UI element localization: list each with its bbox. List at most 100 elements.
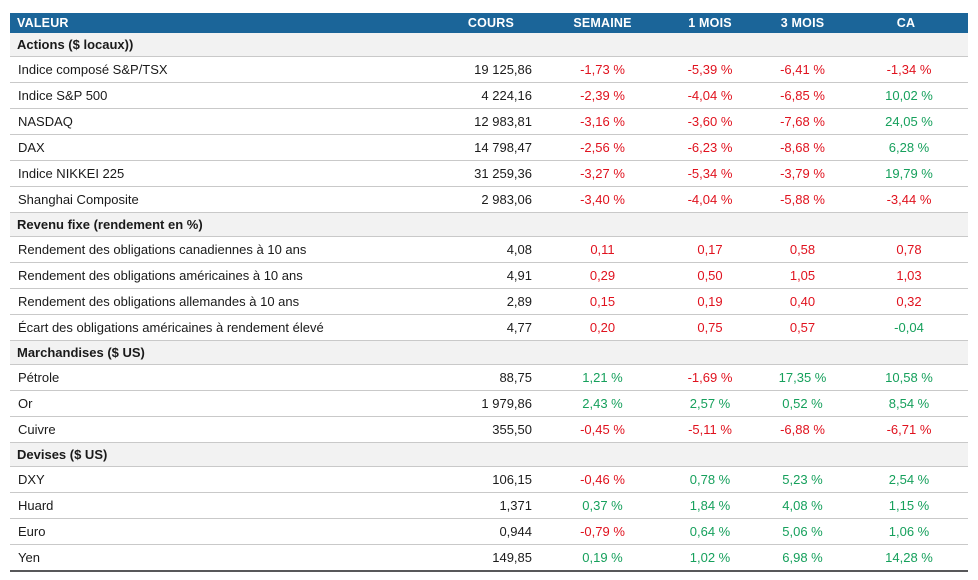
change-value-ca: 24,05 % (850, 108, 968, 135)
section-title: Actions ($ locaux)) (10, 33, 968, 57)
cours-value: 14 798,47 (445, 134, 540, 161)
table-row: Indice S&P 500 4 224,16 -2,39 % -4,04 % -6,8… (10, 82, 968, 109)
table-row: Écart des obligations américaines à rend… (10, 314, 968, 341)
instrument-label: Cuivre (10, 416, 445, 443)
change-value-semaine: -2,39 % (540, 82, 665, 109)
change-value-ca: -3,44 % (850, 186, 968, 213)
change-value-semaine: -0,46 % (540, 466, 665, 493)
table-row: Indice NIKKEI 225 31 259,36 -3,27 % -5,34 %… (10, 160, 968, 187)
change-value-semaine: 0,15 (540, 288, 665, 315)
change-value-semaine: 0,11 (540, 236, 665, 263)
cours-value: 1 979,86 (445, 390, 540, 417)
cours-value: 4,91 (445, 262, 540, 289)
change-value-semaine: -1,73 % (540, 56, 665, 83)
instrument-label: Indice S&P 500 (10, 82, 445, 109)
change-value-1-mois: 1,84 % (665, 492, 755, 519)
change-value-ca: 14,28 % (850, 544, 968, 572)
column-header-ca: CA (850, 13, 968, 33)
table-row: Pétrole 88,75 1,21 % -1,69 % 17,35 % 10,58 % (10, 364, 968, 391)
change-value-3-mois: 4,08 % (755, 492, 850, 519)
change-value-3-mois: -8,68 % (755, 134, 850, 161)
cours-value: 4,08 (445, 236, 540, 263)
change-value-3-mois: -6,88 % (755, 416, 850, 443)
change-value-3-mois: 5,23 % (755, 466, 850, 493)
instrument-label: DAX (10, 134, 445, 161)
change-value-1-mois: -3,60 % (665, 108, 755, 135)
instrument-label: Indice NIKKEI 225 (10, 160, 445, 187)
cours-value: 0,944 (445, 518, 540, 545)
change-value-1-mois: 1,02 % (665, 544, 755, 572)
table-row: Yen 149,85 0,19 % 1,02 % 6,98 % 14,28 % (10, 544, 968, 572)
instrument-label: Indice composé S&P/TSX (10, 56, 445, 83)
change-value-semaine: -3,40 % (540, 186, 665, 213)
change-value-3-mois: 5,06 % (755, 518, 850, 545)
table-header-row: VALEUR COURS SEMAINE 1 MOIS 3 MOIS CA (10, 13, 968, 33)
change-value-1-mois: 0,75 (665, 314, 755, 341)
instrument-label: Yen (10, 544, 445, 572)
table-row: DXY 106,15 -0,46 % 0,78 % 5,23 % 2,54 % (10, 466, 968, 493)
instrument-label: Euro (10, 518, 445, 545)
change-value-1-mois: 0,50 (665, 262, 755, 289)
change-value-3-mois: -6,85 % (755, 82, 850, 109)
change-value-3-mois: 0,58 (755, 236, 850, 263)
change-value-ca: -1,34 % (850, 56, 968, 83)
change-value-semaine: 2,43 % (540, 390, 665, 417)
section-row: Revenu fixe (rendement en %) (10, 212, 968, 237)
change-value-ca: 8,54 % (850, 390, 968, 417)
instrument-label: Huard (10, 492, 445, 519)
change-value-semaine: 0,19 % (540, 544, 665, 572)
cours-value: 12 983,81 (445, 108, 540, 135)
cours-value: 2 983,06 (445, 186, 540, 213)
table-row: Cuivre 355,50 -0,45 % -5,11 % -6,88 % -6,71 % (10, 416, 968, 443)
change-value-3-mois: 0,52 % (755, 390, 850, 417)
column-header-semaine: SEMAINE (540, 13, 665, 33)
change-value-ca: 2,54 % (850, 466, 968, 493)
instrument-label: Pétrole (10, 364, 445, 391)
instrument-label: Rendement des obligations américaines à … (10, 262, 445, 289)
change-value-semaine: 1,21 % (540, 364, 665, 391)
change-value-ca: 10,02 % (850, 82, 968, 109)
cours-value: 19 125,86 (445, 56, 540, 83)
instrument-label: Shanghai Composite (10, 186, 445, 213)
change-value-3-mois: 17,35 % (755, 364, 850, 391)
cours-value: 4 224,16 (445, 82, 540, 109)
change-value-ca: 1,15 % (850, 492, 968, 519)
change-value-semaine: 0,20 (540, 314, 665, 341)
table-row: Or 1 979,86 2,43 % 2,57 % 0,52 % 8,54 % (10, 390, 968, 417)
change-value-1-mois: -6,23 % (665, 134, 755, 161)
table-row: DAX 14 798,47 -2,56 % -6,23 % -8,68 % 6,28 % (10, 134, 968, 161)
change-value-semaine: 0,37 % (540, 492, 665, 519)
change-value-ca: 1,03 (850, 262, 968, 289)
table-row: Rendement des obligations américaines à … (10, 262, 968, 289)
table-row: Rendement des obligations allemandes à 1… (10, 288, 968, 315)
section-row: Devises ($ US) (10, 442, 968, 467)
change-value-3-mois: 0,40 (755, 288, 850, 315)
table-row: Shanghai Composite 2 983,06 -3,40 % -4,04 %… (10, 186, 968, 213)
change-value-3-mois: 0,57 (755, 314, 850, 341)
column-header-valeur: VALEUR (10, 13, 445, 33)
section-title: Devises ($ US) (10, 442, 968, 467)
table-header: VALEUR COURS SEMAINE 1 MOIS 3 MOIS CA (10, 13, 968, 33)
instrument-label: NASDAQ (10, 108, 445, 135)
change-value-ca: -0,04 (850, 314, 968, 341)
change-value-3-mois: -5,88 % (755, 186, 850, 213)
change-value-ca: 6,28 % (850, 134, 968, 161)
change-value-1-mois: -5,11 % (665, 416, 755, 443)
change-value-1-mois: 0,19 (665, 288, 755, 315)
change-value-1-mois: -1,69 % (665, 364, 755, 391)
column-header-1-mois: 1 MOIS (665, 13, 755, 33)
section-title: Marchandises ($ US) (10, 340, 968, 365)
column-header-cours: COURS (445, 13, 540, 33)
table-row: Huard 1,371 0,37 % 1,84 % 4,08 % 1,15 % (10, 492, 968, 519)
change-value-1-mois: 2,57 % (665, 390, 755, 417)
change-value-3-mois: 6,98 % (755, 544, 850, 572)
table-body: Actions ($ locaux)) Indice composé S&P/TS… (10, 33, 968, 572)
change-value-3-mois: -6,41 % (755, 56, 850, 83)
instrument-label: Or (10, 390, 445, 417)
change-value-3-mois: 1,05 (755, 262, 850, 289)
section-row: Marchandises ($ US) (10, 340, 968, 365)
change-value-semaine: -3,27 % (540, 160, 665, 187)
instrument-label: Rendement des obligations canadiennes à … (10, 236, 445, 263)
cours-value: 88,75 (445, 364, 540, 391)
